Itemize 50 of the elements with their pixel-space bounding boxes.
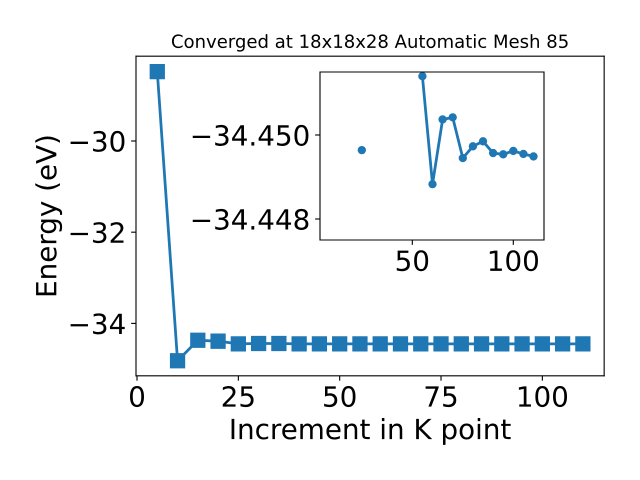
point xyxy=(332,336,348,352)
point xyxy=(554,336,570,352)
point xyxy=(433,336,449,352)
x-tick-label: 75 xyxy=(426,386,456,408)
point xyxy=(499,150,508,158)
point xyxy=(418,72,427,80)
point xyxy=(474,336,490,352)
x-tick-label: 50 xyxy=(396,250,428,272)
point xyxy=(514,336,530,352)
point xyxy=(575,336,591,352)
point xyxy=(454,336,469,352)
y-tick-label: −34.448 xyxy=(192,208,308,230)
y-tick-label: −34 xyxy=(70,313,125,334)
y-tick-label: −32 xyxy=(70,222,124,244)
point xyxy=(358,146,366,154)
point xyxy=(428,180,437,188)
point xyxy=(250,336,266,352)
chart-title: Converged at 18x18x28 Automatic Mesh 85 xyxy=(172,34,568,52)
point xyxy=(372,336,388,352)
point xyxy=(413,336,428,352)
x-tick-label: 100 xyxy=(518,386,568,408)
point xyxy=(312,336,328,352)
x-tick-label: 100 xyxy=(490,250,538,272)
point xyxy=(509,146,518,156)
point xyxy=(438,115,447,124)
point xyxy=(392,336,408,352)
point xyxy=(519,150,528,158)
x-axis-title: Increment in K point xyxy=(232,418,511,445)
point xyxy=(230,336,246,352)
y-tick-label: −30 xyxy=(70,130,124,152)
point xyxy=(534,336,550,352)
point xyxy=(458,154,467,162)
y-tick-label: −34.450 xyxy=(192,124,308,146)
point xyxy=(210,334,226,349)
point xyxy=(292,336,307,352)
point xyxy=(448,113,457,122)
x-tick-label: 0 xyxy=(130,386,144,408)
point xyxy=(488,148,498,158)
point xyxy=(150,64,165,80)
point xyxy=(478,137,488,146)
y-axis-title: Energy (eV) xyxy=(35,136,62,296)
x-tick-label: 50 xyxy=(324,386,356,408)
point xyxy=(352,336,368,352)
point xyxy=(170,353,186,368)
point xyxy=(271,336,287,352)
x-tick-label: 25 xyxy=(222,386,254,408)
point xyxy=(494,336,510,352)
point xyxy=(190,332,206,348)
point xyxy=(468,142,478,151)
point xyxy=(529,152,538,161)
